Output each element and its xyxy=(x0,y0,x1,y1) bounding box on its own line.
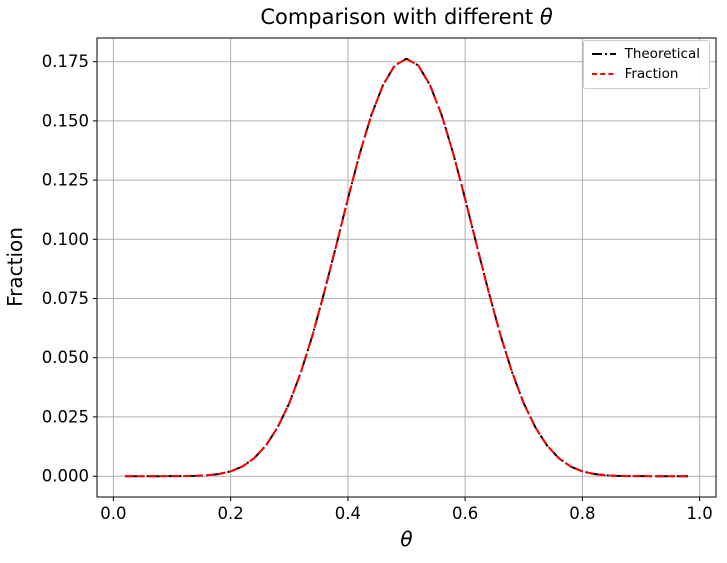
series-line-theoretical xyxy=(125,57,688,478)
y-tick-label: 0.000 xyxy=(42,467,89,486)
x-tick-label: 0.8 xyxy=(569,504,595,523)
y-tick-label: 0.100 xyxy=(42,230,89,249)
legend-entry-theoretical: Theoretical xyxy=(591,46,700,62)
x-tick-label: 1.0 xyxy=(686,504,712,523)
y-tick-label: 0.150 xyxy=(42,111,89,130)
x-tick-label: 0.2 xyxy=(217,504,243,523)
y-tick-label: 0.025 xyxy=(42,407,89,426)
y-axis-label: Fraction xyxy=(3,227,27,307)
legend-label-fraction: Fraction xyxy=(624,66,679,82)
y-tick-label: 0.175 xyxy=(42,52,89,71)
legend-entry-fraction: Fraction xyxy=(591,66,700,82)
legend-label-theoretical: Theoretical xyxy=(624,46,700,62)
x-tick-label: 0.0 xyxy=(100,504,126,523)
dashed-line-sample-icon xyxy=(591,73,616,75)
chart-title-theta-symbol: θ xyxy=(539,5,553,29)
y-tick-label: 0.075 xyxy=(42,289,89,308)
series-line-fraction xyxy=(125,57,688,478)
dashdot-line-sample-icon xyxy=(591,53,616,55)
chart-title: Comparison with different θ xyxy=(97,5,716,29)
x-tick-label: 0.6 xyxy=(452,504,478,523)
chart-title-text: Comparison with different xyxy=(260,5,540,29)
legend: Theoretical Fraction xyxy=(582,40,710,89)
x-tick-label: 0.4 xyxy=(335,504,361,523)
y-tick-label: 0.125 xyxy=(42,171,89,190)
y-tick-label: 0.050 xyxy=(42,348,89,367)
x-axis-label: θ xyxy=(400,527,413,551)
axes-spines xyxy=(96,37,717,498)
